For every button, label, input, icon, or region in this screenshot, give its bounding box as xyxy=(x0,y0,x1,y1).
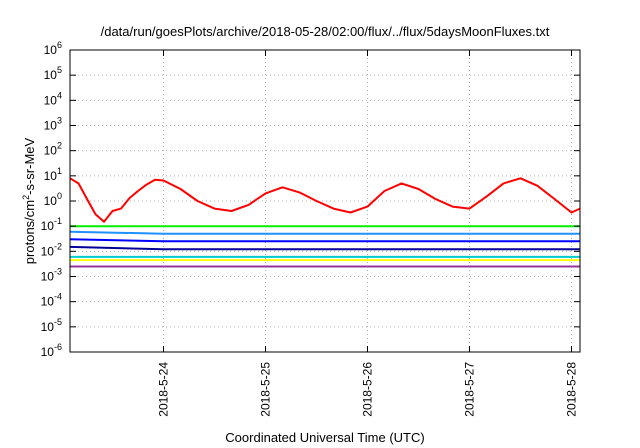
y-tick-label: 104 xyxy=(44,90,62,107)
x-axis-ticks: 2018-5-24 2018-5-25 2018-5-26 2018-5-27 2018… xyxy=(157,50,579,417)
y-tick-label: 102 xyxy=(44,141,62,158)
series-line-4 xyxy=(69,238,580,243)
y-tick-label: 10-4 xyxy=(41,292,62,309)
x-tick-label: 2018-5-28 xyxy=(565,362,579,417)
y-axis-ticks: 106 105 104 103 102 101 100 10-1 10-2 10-3 10-4 10-… xyxy=(41,40,580,359)
y-tick-label: 100 xyxy=(44,191,62,208)
x-tick-label: 2018-5-24 xyxy=(157,362,171,417)
series-line-1 xyxy=(69,177,581,223)
y-tick-label: 103 xyxy=(44,116,62,133)
y-tick-label: 10-5 xyxy=(41,317,62,334)
y-axis-label: protons/cm2-s-sr-MeV xyxy=(21,137,37,264)
grid-lines xyxy=(70,50,580,352)
x-tick-label: 2018-5-25 xyxy=(259,362,273,417)
y-tick-label: 106 xyxy=(44,40,62,57)
y-tick-label: 10-6 xyxy=(41,342,62,359)
y-tick-label: 101 xyxy=(44,166,62,183)
chart-title: /data/run/goesPlots/archive/2018-05-28/0… xyxy=(101,24,550,39)
x-axis-label: Coordinated Universal Time (UTC) xyxy=(225,430,424,445)
data-series xyxy=(69,177,581,268)
y-tick-label: 105 xyxy=(44,65,62,82)
y-tick-label: 10-2 xyxy=(41,241,62,258)
y-tick-label: 10-1 xyxy=(41,216,62,233)
x-tick-label: 2018-5-27 xyxy=(463,362,477,417)
y-tick-label: 10-3 xyxy=(41,267,62,284)
series-line-5 xyxy=(69,245,580,251)
series-line-3 xyxy=(69,230,580,235)
x-tick-label: 2018-5-26 xyxy=(361,362,375,417)
